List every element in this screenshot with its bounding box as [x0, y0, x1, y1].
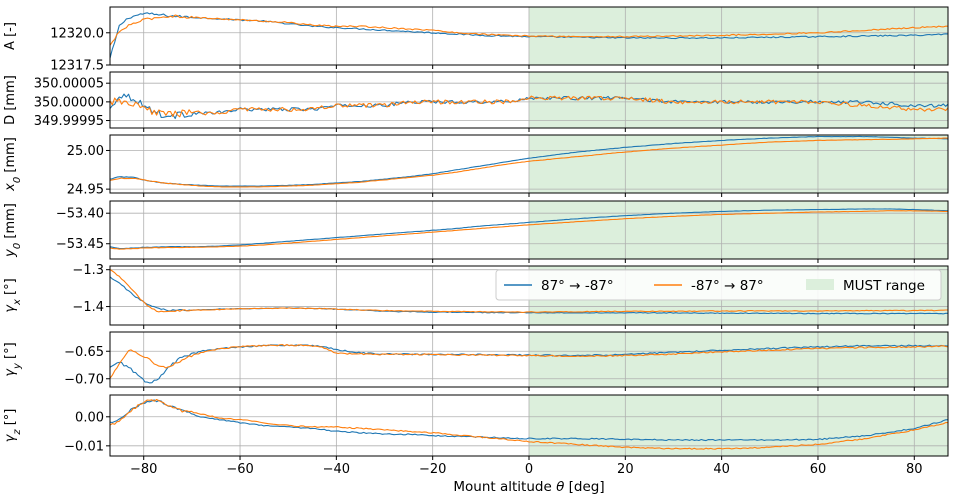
y-tick-label: 24.95: [67, 183, 104, 198]
panel-d: 349.99995 350.00000 350.00005 D [mm]: [3, 71, 949, 132]
series-line-descending: [110, 135, 948, 187]
y-tick-label: 350.00005: [34, 77, 104, 92]
must-range-region: [529, 332, 948, 387]
x-tick-label: 40: [713, 462, 730, 477]
y-tick-label: 349.99995: [34, 114, 104, 129]
y-tick-label: 25.00: [67, 144, 104, 159]
y-axis-label-gamma-y: γy [°]: [3, 342, 23, 376]
series-line-ascending: [110, 14, 948, 46]
legend-label-ascending: -87° → 87°: [691, 278, 764, 294]
must-range-region: [529, 7, 948, 65]
y-tick-label: −53.45: [56, 237, 104, 252]
legend-label-descending: 87° → -87°: [541, 278, 614, 294]
series-line-descending: [110, 399, 948, 442]
legend-label-must: MUST range: [843, 278, 925, 294]
must-range-region: [529, 395, 948, 456]
x-tick-label: 60: [810, 462, 827, 477]
must-range-region: [529, 72, 948, 128]
y-tick-label: −1.3: [72, 263, 104, 278]
panel-gamma-z: −0.01 0.00 γz [°] −80 −60 −40 −20 0 20 40 60 80: [3, 394, 949, 477]
y-tick-label: 0.00: [75, 410, 104, 425]
y-axis-label-x0: x0 [mm]: [3, 137, 23, 192]
x-tick-label: 0: [525, 462, 533, 477]
panel-a: 12317.5 12320.0 A [-]: [3, 6, 949, 74]
y-tick-label: −0.70: [64, 372, 104, 387]
series-line-descending: [110, 12, 948, 59]
series-line-ascending: [110, 137, 948, 188]
series-line-ascending: [110, 210, 948, 250]
y-axis-label-a: A [-]: [3, 22, 18, 50]
series-line-ascending: [110, 398, 948, 450]
series-line-ascending: [110, 269, 948, 313]
panel-gamma-y: −0.70 −0.65 γy [°]: [3, 331, 949, 391]
panel-x0: 24.95 25.00 x0 [mm]: [3, 134, 949, 198]
x-tick-label: −80: [130, 462, 157, 477]
series-line-ascending: [110, 95, 948, 118]
panel-y0: −53.45 −53.40 y0 [mm]: [3, 200, 949, 263]
y-tick-label: 12317.5: [50, 59, 104, 74]
series-line-ascending: [110, 343, 948, 379]
must-range-region: [529, 135, 948, 193]
y-tick-label: 350.00000: [34, 95, 104, 110]
y-axis-label-gamma-z: γz [°]: [3, 409, 23, 443]
x-tick-label: −20: [419, 462, 446, 477]
x-axis-label: Mount altitude θ [deg]: [453, 479, 604, 495]
x-tick-label: −40: [323, 462, 350, 477]
y-tick-label: −53.40: [56, 207, 104, 222]
x-tick-label: 20: [617, 462, 634, 477]
y-axis-label-y0: y0 [mm]: [3, 203, 23, 258]
y-tick-label: −0.01: [64, 439, 104, 454]
legend-patch-must: [806, 279, 834, 290]
x-tick-label: −60: [226, 462, 253, 477]
y-axis-label-gamma-x: γx [°]: [3, 278, 23, 312]
series-line-descending: [110, 208, 948, 250]
legend-frame: [495, 269, 942, 301]
y-tick-label: 12320.0: [50, 26, 104, 41]
x-tick-label: 80: [906, 462, 923, 477]
y-tick-label: −0.65: [64, 345, 104, 360]
must-range-region: [529, 201, 948, 259]
y-tick-label: −1.4: [72, 300, 104, 315]
y-axis-label-d: D [mm]: [3, 75, 18, 125]
legend: 87° → -87° -87° → 87° MUST range: [495, 269, 942, 301]
chart-panels: 12317.5 12320.0 A [-] 349.99995 350.00000 350…: [3, 6, 949, 477]
